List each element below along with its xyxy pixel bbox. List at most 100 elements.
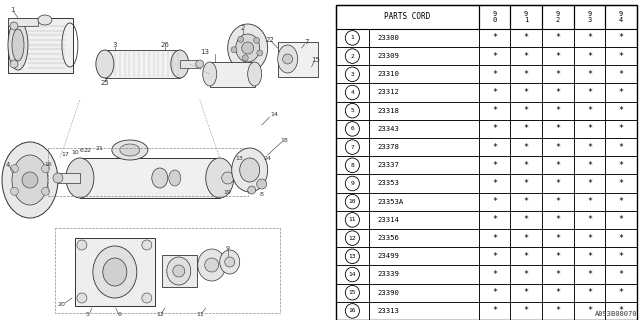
Ellipse shape	[167, 257, 191, 285]
Bar	[605, 247, 637, 265]
Ellipse shape	[221, 172, 234, 184]
Bar	[511, 47, 542, 65]
Ellipse shape	[278, 45, 298, 73]
Bar	[479, 5, 511, 29]
Text: *: *	[556, 234, 561, 243]
Ellipse shape	[103, 258, 127, 286]
Bar	[511, 211, 542, 229]
Bar	[573, 174, 605, 193]
Bar	[479, 302, 511, 320]
Bar	[511, 193, 542, 211]
Ellipse shape	[142, 293, 152, 303]
Ellipse shape	[257, 50, 263, 56]
Ellipse shape	[142, 240, 152, 250]
Bar	[8, 18, 73, 73]
Text: *: *	[492, 179, 497, 188]
Bar	[605, 29, 637, 47]
Bar	[605, 47, 637, 65]
Bar	[479, 284, 511, 302]
Ellipse shape	[203, 62, 217, 86]
Text: 23313: 23313	[378, 308, 399, 314]
Text: *: *	[619, 106, 623, 115]
Text: *: *	[556, 215, 561, 224]
Text: 23378: 23378	[378, 144, 399, 150]
Text: 23337: 23337	[378, 162, 399, 168]
Text: *: *	[556, 70, 561, 79]
Text: 9: 9	[351, 181, 355, 186]
Bar	[573, 156, 605, 174]
Bar	[573, 120, 605, 138]
Bar	[511, 265, 542, 284]
Text: *: *	[492, 252, 497, 261]
Bar	[55, 228, 280, 313]
Text: *: *	[492, 215, 497, 224]
Bar	[479, 193, 511, 211]
Bar	[542, 29, 573, 47]
Text: *: *	[587, 179, 592, 188]
Text: 23343: 23343	[378, 126, 399, 132]
Text: *: *	[587, 88, 592, 97]
Text: *: *	[556, 52, 561, 60]
Ellipse shape	[283, 54, 292, 64]
Bar	[511, 302, 542, 320]
Text: 3: 3	[351, 72, 355, 77]
Ellipse shape	[169, 170, 180, 186]
Bar	[210, 62, 255, 87]
Bar	[369, 29, 479, 47]
Text: 23499: 23499	[378, 253, 399, 259]
Text: *: *	[524, 215, 529, 224]
Ellipse shape	[242, 42, 253, 54]
Bar	[605, 302, 637, 320]
Bar	[479, 29, 511, 47]
Text: 7: 7	[305, 39, 309, 45]
Text: 23300: 23300	[378, 35, 399, 41]
Bar	[369, 265, 479, 284]
Bar	[542, 120, 573, 138]
Text: 5: 5	[351, 108, 355, 113]
Text: *: *	[524, 179, 529, 188]
Ellipse shape	[240, 158, 260, 182]
Text: 8: 8	[260, 191, 264, 196]
Bar	[542, 193, 573, 211]
Text: 2: 2	[241, 25, 245, 31]
Text: *: *	[587, 252, 592, 261]
Text: 17: 17	[61, 153, 69, 157]
Ellipse shape	[237, 36, 244, 42]
Text: *: *	[619, 161, 623, 170]
Text: 9
3: 9 3	[588, 11, 591, 23]
Bar	[369, 284, 479, 302]
Text: *: *	[524, 52, 529, 60]
Bar	[573, 47, 605, 65]
Text: *: *	[556, 270, 561, 279]
Text: *: *	[492, 288, 497, 297]
Text: 10: 10	[349, 199, 356, 204]
Text: *: *	[619, 197, 623, 206]
Text: 5: 5	[86, 313, 90, 317]
Text: 23318: 23318	[378, 108, 399, 114]
Text: *: *	[587, 124, 592, 133]
Bar	[605, 193, 637, 211]
Bar	[542, 84, 573, 101]
Text: *: *	[492, 307, 497, 316]
Bar	[479, 229, 511, 247]
Text: 19: 19	[224, 189, 232, 195]
Text: *: *	[556, 33, 561, 42]
Bar	[369, 174, 479, 193]
Text: 14: 14	[271, 113, 278, 117]
Text: *: *	[556, 124, 561, 133]
Bar	[369, 247, 479, 265]
Ellipse shape	[42, 187, 49, 195]
Bar	[511, 284, 542, 302]
Text: *: *	[619, 33, 623, 42]
Bar	[105, 50, 180, 78]
Text: 13: 13	[236, 156, 244, 161]
Ellipse shape	[253, 37, 260, 43]
Text: *: *	[492, 106, 497, 115]
Bar	[573, 302, 605, 320]
Text: *: *	[587, 106, 592, 115]
Text: 6: 6	[118, 313, 122, 317]
Text: 22: 22	[84, 148, 92, 153]
Bar	[369, 101, 479, 120]
Text: 18: 18	[281, 138, 289, 142]
Text: *: *	[587, 234, 592, 243]
